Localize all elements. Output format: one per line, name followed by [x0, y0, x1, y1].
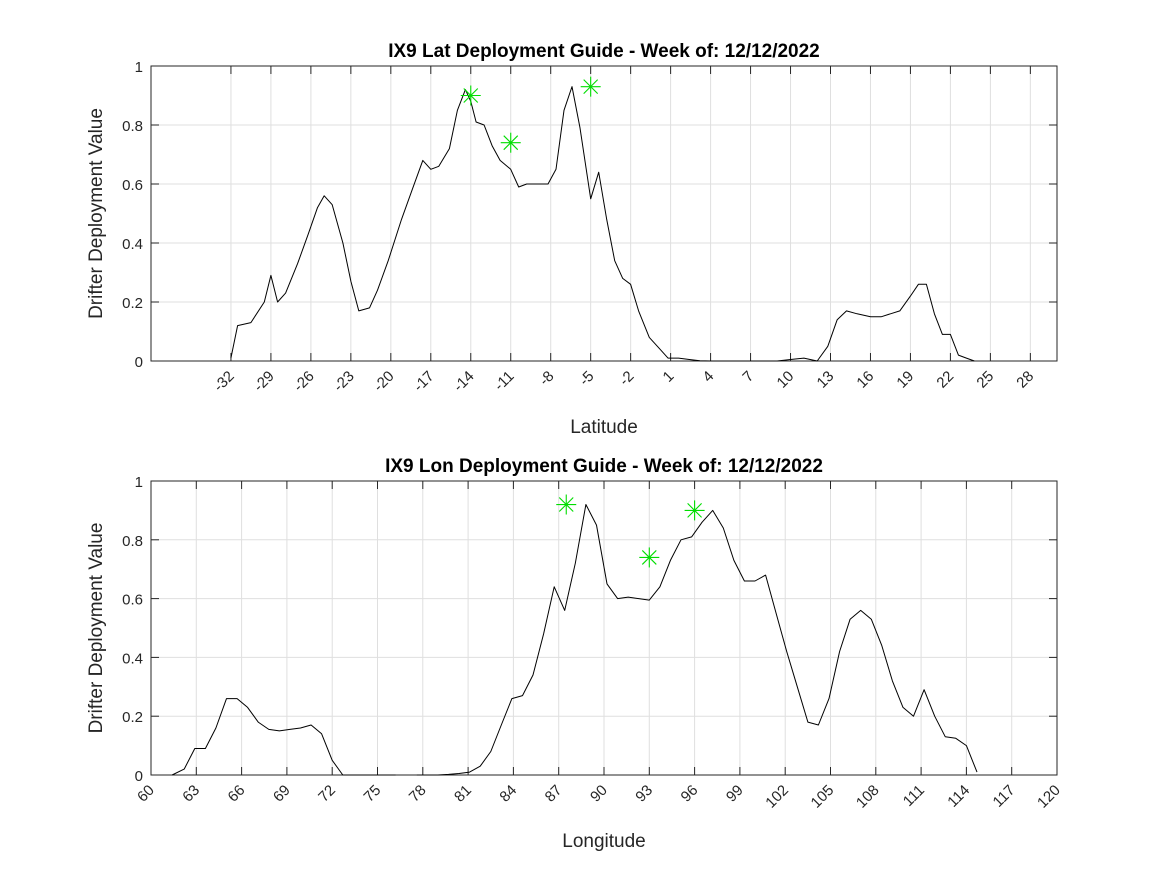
y-tick-label: 1 [135, 474, 143, 491]
x-tick-label: 63 [179, 782, 203, 806]
x-tick-label: -14 [450, 368, 477, 395]
y-tick-label: 0.8 [122, 533, 143, 550]
x-tick-label: 114 [944, 782, 973, 811]
x-tick-label: 75 [361, 782, 385, 806]
x-axis-label: Latitude [570, 417, 638, 438]
x-tick-label: -11 [491, 368, 518, 395]
x-tick-label: -32 [210, 368, 237, 395]
x-tick-label: -26 [290, 368, 317, 395]
series-line [230, 86, 975, 362]
x-tick-label: 13 [814, 368, 838, 392]
x-tick-label: 4 [699, 368, 717, 386]
peak-marker [684, 500, 705, 521]
x-tick-label: 105 [808, 782, 838, 812]
y-axis-label: Drifter Deployment Value [86, 523, 107, 734]
peak-marker [639, 547, 660, 568]
y-tick-label: 0.2 [122, 709, 143, 726]
x-tick-label: 78 [406, 782, 430, 806]
peak-marker-stroke [583, 79, 599, 95]
x-tick-label: 66 [225, 782, 249, 806]
y-tick-label: 0.4 [122, 236, 143, 253]
peak-marker [500, 132, 521, 153]
peak-marker-stroke [558, 497, 574, 512]
x-tick-label: 81 [451, 782, 475, 806]
y-axis-label: Drifter Deployment Value [86, 108, 107, 319]
y-tick-label: 0 [135, 768, 143, 785]
y-tick-label: 0.4 [122, 650, 143, 667]
x-tick-label: -20 [370, 368, 397, 395]
plot-area [151, 66, 1057, 361]
x-tick-label: -8 [536, 368, 557, 389]
x-tick-label: 93 [632, 782, 656, 806]
x-tick-label: 19 [893, 368, 917, 392]
x-tick-label: -2 [616, 368, 637, 389]
peak-marker [580, 76, 601, 97]
y-tick-label: 1 [135, 59, 143, 76]
peak-marker [556, 494, 577, 515]
x-tick-label: -29 [250, 368, 277, 395]
x-tick-label: 99 [723, 782, 747, 806]
x-tick-label: 84 [496, 782, 520, 806]
x-tick-label: 16 [853, 368, 877, 392]
y-tick-label: 0.6 [122, 592, 143, 609]
y-tick-label: 0.8 [122, 118, 143, 135]
x-tick-label: 1 [660, 368, 678, 386]
chart-panel-1: -32 -29 -26 -23 -20 -17 -14 -11 -8 -5 -2 1 4 7 10 13 16 1… [86, 41, 1058, 438]
x-tick-label: 102 [762, 782, 792, 812]
x-tick-label: 7 [739, 368, 757, 386]
x-tick-label: -17 [410, 368, 437, 395]
x-tick-label: 60 [134, 782, 158, 806]
axes-box [150, 65, 1058, 362]
x-tick-label: -23 [330, 368, 357, 395]
chart-title: IX9 Lat Deployment Guide - Week of: 12/1… [388, 41, 820, 62]
peak-marker [460, 85, 481, 106]
y-tick-label: 0 [135, 354, 143, 371]
y-tick-label: 0.6 [122, 177, 143, 194]
x-tick-label: 120 [1034, 782, 1064, 812]
series-line [171, 504, 978, 776]
x-axis-label: Longitude [562, 831, 645, 852]
chart-title: IX9 Lon Deployment Guide - Week of: 12/1… [385, 456, 823, 477]
x-tick-label: 87 [542, 782, 566, 806]
x-tick-label: 111 [900, 782, 928, 810]
x-tick-label: 10 [774, 368, 798, 392]
chart-panel-2: 60 63 66 69 72 75 78 81 84 87 90 93 96 99 102 105 108 111… [86, 456, 1064, 852]
x-tick-label: 72 [315, 782, 339, 806]
x-tick-label: 28 [1013, 368, 1037, 392]
x-tick-label: 90 [587, 782, 611, 806]
x-tick-label: 117 [990, 782, 1019, 811]
x-tick-label: 25 [973, 368, 997, 392]
peak-marker-stroke [463, 88, 479, 103]
peak-marker-stroke [641, 550, 657, 565]
x-tick-label: 96 [678, 782, 702, 806]
peak-marker-stroke [687, 503, 702, 518]
x-tick-label: -5 [576, 368, 597, 389]
peak-marker-stroke [503, 135, 519, 151]
x-tick-label: 22 [933, 368, 957, 392]
x-tick-label: 69 [270, 782, 294, 806]
y-tick-label: 0.2 [122, 295, 143, 312]
x-tick-label: 108 [853, 782, 883, 812]
